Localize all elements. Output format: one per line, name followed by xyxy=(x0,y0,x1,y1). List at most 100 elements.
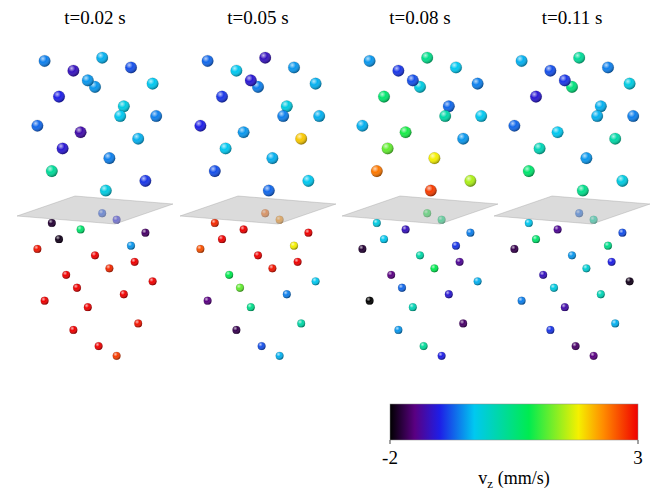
particle-shade xyxy=(46,165,58,177)
particle-shade xyxy=(55,235,63,243)
particle xyxy=(267,152,279,164)
particles xyxy=(197,209,320,359)
particle-shade xyxy=(77,226,85,234)
particle xyxy=(591,110,603,122)
particle-shade xyxy=(425,185,437,197)
particle xyxy=(209,165,221,177)
particle-shade xyxy=(561,303,569,311)
particle-shade xyxy=(382,143,394,155)
particle-shade xyxy=(114,110,126,122)
particle xyxy=(590,352,598,360)
particle-shade xyxy=(619,229,627,237)
particle-shade xyxy=(225,271,233,279)
particle-shade xyxy=(583,264,591,272)
particle-shade xyxy=(373,219,381,227)
particle-shade xyxy=(303,175,315,187)
particle-shade xyxy=(32,120,44,132)
particle xyxy=(583,264,591,272)
particle xyxy=(552,126,564,138)
particle xyxy=(547,326,555,334)
particle-shade xyxy=(591,110,603,122)
particle xyxy=(73,284,81,292)
particle-shade xyxy=(310,78,322,90)
particle-shade xyxy=(240,226,248,234)
particle xyxy=(398,284,406,292)
particle-shade xyxy=(39,55,51,67)
particle xyxy=(457,133,469,145)
particle xyxy=(378,91,390,103)
particle-shade xyxy=(84,303,92,311)
particle-shade xyxy=(452,242,460,250)
particle-shade xyxy=(359,245,367,253)
particle-shade xyxy=(140,175,152,187)
particle xyxy=(467,229,475,237)
particle-shade xyxy=(276,352,284,360)
particle xyxy=(114,110,126,122)
particle xyxy=(132,133,144,145)
particle-shade xyxy=(627,110,639,122)
particle xyxy=(561,303,569,311)
particle-shade xyxy=(573,52,585,64)
particle-shade xyxy=(211,219,219,227)
particle-shade xyxy=(295,133,307,145)
particle xyxy=(96,52,108,64)
particle xyxy=(450,62,462,74)
particle xyxy=(545,65,557,77)
particle xyxy=(602,62,614,74)
particles-upper xyxy=(509,52,639,196)
particle xyxy=(534,143,546,155)
particle xyxy=(532,235,540,243)
particle xyxy=(617,175,629,187)
particle-shade xyxy=(247,303,255,311)
particle-shade xyxy=(518,297,526,305)
particle xyxy=(55,235,63,243)
particle-shade xyxy=(420,342,428,350)
plane xyxy=(17,196,173,224)
particle-shade xyxy=(472,78,484,90)
particle-shade xyxy=(113,352,121,360)
colorbar: -23vz (mm/s) xyxy=(382,404,643,491)
particle-shade xyxy=(380,235,388,243)
particle-shade xyxy=(41,297,49,305)
particle xyxy=(295,133,307,145)
particle xyxy=(233,326,241,334)
particle xyxy=(371,165,383,177)
particle-shade xyxy=(95,342,103,350)
particle-shade xyxy=(438,352,446,360)
particle xyxy=(364,55,376,67)
particle xyxy=(421,52,433,64)
particle xyxy=(236,284,244,292)
particle-shade xyxy=(149,277,157,285)
particle xyxy=(550,284,558,292)
particle-shade xyxy=(357,120,369,132)
particle-shade xyxy=(429,152,441,164)
particle xyxy=(238,126,250,138)
particle xyxy=(452,242,460,250)
particle xyxy=(202,55,214,67)
particle-shade xyxy=(416,251,424,259)
particle-shade xyxy=(294,258,302,266)
particle xyxy=(104,152,116,164)
particle-shade xyxy=(523,165,535,177)
colorbar-label-part: v xyxy=(478,468,487,488)
particle-shade xyxy=(590,352,598,360)
particle xyxy=(472,78,484,90)
particle xyxy=(573,52,585,64)
particle xyxy=(91,251,99,259)
particle xyxy=(84,303,92,311)
particle xyxy=(357,120,369,132)
particle xyxy=(77,226,85,234)
particle xyxy=(140,175,152,187)
particle-shade xyxy=(290,242,298,250)
particle-shade xyxy=(216,91,228,103)
particle-shade xyxy=(218,235,226,243)
particle xyxy=(420,342,428,350)
particle xyxy=(34,245,42,253)
particle xyxy=(290,242,298,250)
particle xyxy=(62,271,70,279)
particle xyxy=(373,219,381,227)
particle xyxy=(438,352,446,360)
particle-shade xyxy=(554,226,562,234)
particle-shade xyxy=(624,78,636,90)
particle xyxy=(516,55,528,67)
